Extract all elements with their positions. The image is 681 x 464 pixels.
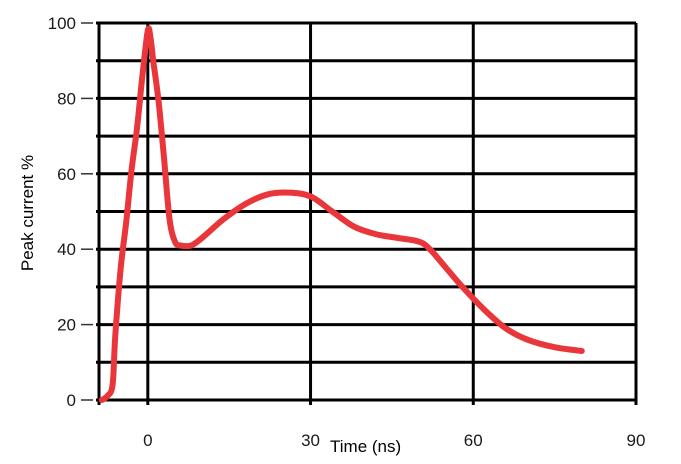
- y-axis-label: Peak current %: [18, 155, 37, 271]
- y-tick-label: 100: [48, 14, 76, 33]
- y-tick-label: 20: [57, 316, 76, 335]
- series-layer: [98, 25, 585, 403]
- series-line: [98, 25, 585, 403]
- axis-ticks: 0 20 40 60 80 100 0 30 60 90: [48, 14, 646, 450]
- grid: [96, 21, 638, 405]
- x-tick-label: 90: [627, 431, 646, 450]
- y-tick-label: 0: [67, 391, 76, 410]
- x-tick-label: 60: [464, 431, 483, 450]
- y-tick-label: 40: [57, 240, 76, 259]
- x-tick-label: 30: [301, 431, 320, 450]
- x-tick-label: 0: [143, 431, 152, 450]
- y-tick-label: 80: [57, 89, 76, 108]
- x-axis-label: Time (ns): [330, 437, 401, 456]
- y-tick-label: 60: [57, 165, 76, 184]
